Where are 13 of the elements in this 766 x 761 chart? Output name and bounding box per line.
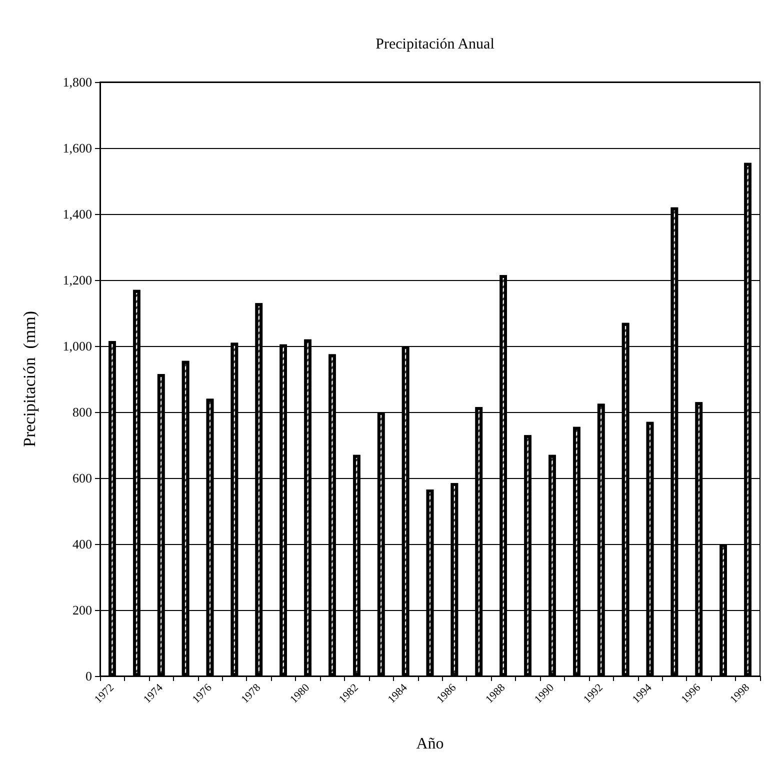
y-tick-label: 800 (72, 404, 92, 420)
y-tick-label: 1,600 (62, 140, 92, 156)
chart-title: Precipitación Anual (376, 36, 494, 52)
y-tick-label: 0 (86, 668, 92, 684)
x-axis-title: Año (416, 736, 444, 752)
y-tick-label: 600 (72, 470, 92, 486)
y-tick-label: 400 (72, 536, 92, 552)
y-tick-label: 1,800 (62, 74, 92, 90)
y-tick-label: 1,200 (62, 272, 92, 288)
y-tick-label: 1,000 (62, 338, 92, 354)
y-tick-label: 1,400 (62, 206, 92, 222)
y-tick-label: 200 (72, 602, 92, 618)
y-axis-title: Precipitación (mm) (20, 311, 39, 447)
